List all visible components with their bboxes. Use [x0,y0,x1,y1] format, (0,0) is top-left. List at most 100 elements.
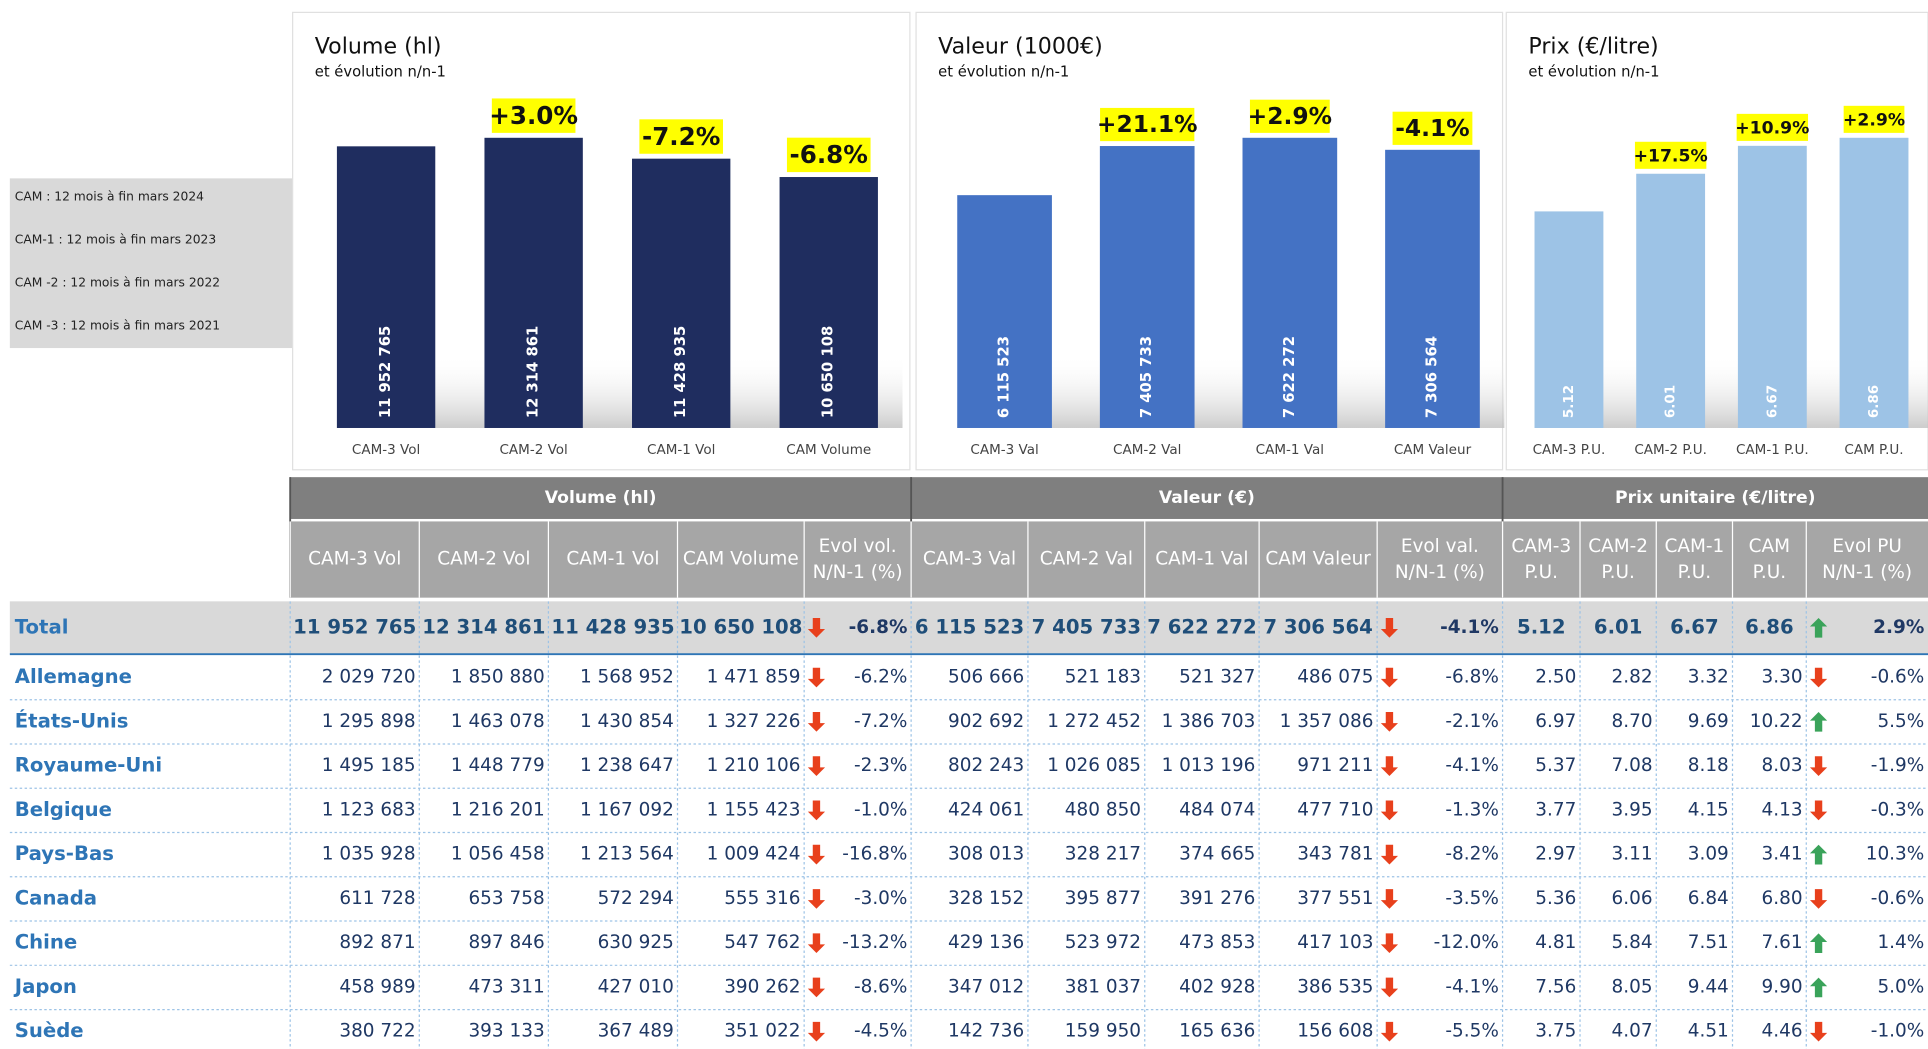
bar [1099,146,1195,428]
x-tick-label: CAM-3 P.U. [1533,442,1606,458]
value-label: 11 952 765 [377,326,394,418]
evolution-box [1843,105,1905,133]
x-tick-label: CAM-2 Vol [499,442,567,458]
cell: 5.84 [1612,932,1653,953]
note: CAM -3 : 12 mois à fin mars 2021 [15,318,220,332]
cell: -3.0% [854,888,908,909]
cell: -1.0% [854,799,908,820]
cell: 458 989 [339,976,415,997]
cell: 159 950 [1065,1021,1141,1042]
bar [632,158,731,428]
cell: 1 026 085 [1047,755,1141,776]
arrow-up [1809,933,1828,954]
value-label: 11 428 935 [672,326,689,418]
total-row-bg [9,601,1928,655]
arrow-down [1380,889,1399,909]
note: CAM -2 : 12 mois à fin mars 2022 [15,275,220,289]
row-label: Royaume-Uni [15,754,162,777]
cell: 8.05 [1612,976,1653,997]
cell: 4.51 [1688,1021,1729,1042]
row-label: Pays-Bas [15,842,114,865]
cell: 7.56 [1535,976,1576,997]
cell: 3.77 [1535,799,1576,820]
evolution-label: -6.8% [790,140,868,169]
arrow-down [1380,667,1399,688]
cell: 11 428 935 [551,615,674,638]
cell: 328 152 [948,888,1024,909]
bar [484,137,583,428]
row-label: États-Unis [15,709,129,732]
cell: 1 430 854 [580,711,674,732]
row-label: Total [15,615,69,638]
cell: 2.82 [1612,667,1653,688]
cell: 142 736 [948,1021,1024,1042]
cell: -1.0% [1871,1021,1925,1042]
arrow-down [807,667,826,688]
note: CAM-1 : 12 mois à fin mars 2023 [15,232,216,246]
cell: 7.61 [1762,932,1803,953]
cell: 6.80 [1762,888,1803,909]
cell: 1 568 952 [580,667,674,688]
cell: 473 311 [468,976,544,997]
chart-title: Valeur (1000€) [938,33,1103,59]
column-header-bg [290,521,1928,598]
arrow-down [1809,1021,1828,1042]
cell: -4.1% [1445,755,1499,776]
cell: -1.3% [1445,799,1499,820]
value-label: 6.67 [1764,385,1780,418]
value-label: 6.86 [1866,385,1882,418]
cell: 9.90 [1762,976,1803,997]
x-tick-label: CAM-3 Vol [352,442,420,458]
cell: 2 029 720 [322,667,416,688]
cell: 1 013 196 [1162,755,1256,776]
evolution-label: +2.9% [1248,102,1332,130]
value-label: 10 650 108 [820,326,837,418]
arrow-down [807,844,826,865]
cell: 8.03 [1762,755,1803,776]
x-tick-label: CAM Valeur [1394,442,1472,458]
arrow-down [807,756,826,776]
cell: 9.69 [1688,711,1729,732]
cell: 377 551 [1297,888,1373,909]
cell: 547 762 [724,932,800,953]
arrow-down [1809,756,1828,776]
cell: 6.06 [1612,888,1653,909]
row-label: Canada [15,886,97,909]
cell: 11 952 765 [293,615,416,638]
cell: 12 314 861 [422,615,545,638]
cell: 3.75 [1535,1021,1576,1042]
evolution-box [1392,111,1473,145]
value-label: 12 314 861 [525,326,542,418]
cell: 653 758 [468,888,544,909]
cell: 10 650 108 [679,615,802,638]
notes-box [9,178,293,349]
bar [957,195,1052,428]
evolution-box [1634,141,1707,169]
cell: 1 386 703 [1162,711,1256,732]
x-tick-label: CAM-2 Val [1113,442,1181,458]
arrow-down [1380,800,1399,821]
evolution-box [491,98,576,133]
cell: 1 272 452 [1047,711,1141,732]
group-header-bg [290,477,1928,519]
arrow-down [1380,617,1399,638]
arrow-down [1380,1021,1399,1042]
arrow-up [1809,617,1828,638]
evolution-label: -4.1% [1395,114,1469,142]
x-tick-label: CAM-2 P.U. [1634,442,1707,458]
column-header: CAM Valeur [1265,549,1371,570]
group-header: Prix unitaire (€/litre) [1615,488,1815,508]
cell: 1 035 928 [322,844,416,865]
cell: 1 167 092 [580,799,674,820]
cell: 165 636 [1179,1021,1255,1042]
cell: 427 010 [598,976,674,997]
cell: 555 316 [724,888,800,909]
bar [336,146,436,428]
cell: -8.2% [1445,844,1499,865]
row-label: Belgique [15,798,112,821]
cell: 486 075 [1297,667,1373,688]
cell: 1 213 564 [580,844,674,865]
arrow-up [1809,844,1828,865]
column-header: CAM P.U. [1749,536,1790,583]
cell: -6.8% [849,617,908,638]
